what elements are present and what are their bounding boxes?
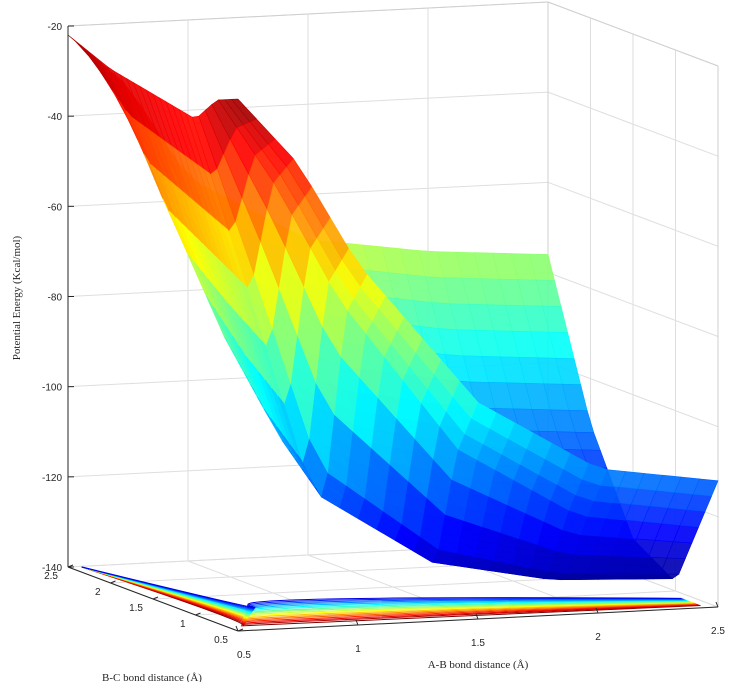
z-tick-label: -140	[42, 563, 62, 574]
x-tick-label: 2.5	[711, 626, 725, 637]
y-tick-mark	[67, 564, 74, 568]
x-tick-mark	[595, 607, 599, 614]
x-tick-label: 1.5	[471, 638, 485, 649]
axis-labels: Potential Energy (Kcal/mol) A-B bond dis…	[11, 235, 529, 682]
x-axis-label: A-B bond distance (Å)	[428, 659, 529, 671]
z-tick-label: -80	[48, 293, 63, 304]
contour-line	[81, 566, 700, 626]
x-tick-mark	[235, 625, 239, 632]
x-tick-mark	[355, 619, 359, 626]
y-tick-mark	[110, 580, 116, 584]
y-tick-mark	[152, 596, 159, 600]
contour-line	[81, 566, 682, 609]
y-tick-label: 0.5	[214, 635, 228, 646]
x-tick-mark	[475, 613, 479, 620]
y-tick-label: 2	[95, 587, 101, 598]
z-axis-label: Potential Energy (Kcal/mol)	[11, 235, 23, 360]
x-tick-label: 2	[595, 632, 601, 643]
contour-line	[81, 566, 699, 625]
y-tick-mark	[195, 612, 201, 616]
y-gridline	[195, 50, 676, 616]
axes: -20 -40 -60 -80 -100 -120 -140 0.5 1 1.5 2 2.5 0.5 1 1…	[42, 22, 725, 661]
y-tick-label: 1.5	[129, 603, 143, 614]
energy-surface	[67, 34, 719, 581]
box-edge	[67, 1, 549, 27]
z-tick-label: -100	[42, 383, 62, 394]
z-gridline	[67, 1, 719, 67]
y-tick-label: 1	[180, 619, 186, 630]
surface-patch	[74, 40, 100, 71]
z-tick-label: -40	[48, 112, 63, 123]
z-tick-label: -120	[42, 473, 62, 484]
surface-patch	[692, 478, 719, 497]
box-edge	[547, 1, 719, 67]
x-tick-mark	[715, 601, 719, 608]
y-tick-label: 2.5	[44, 571, 58, 582]
y-axis-label: B-C bond distance (Å)	[102, 672, 202, 682]
x-tick-label: 0.5	[237, 650, 251, 661]
contour-line	[81, 566, 701, 627]
y-tick-mark	[237, 628, 244, 632]
z-tick-label: -20	[48, 22, 63, 33]
x-tick-label: 1	[355, 644, 361, 655]
contour-projection	[81, 566, 701, 627]
z-tick-label: -60	[48, 202, 63, 213]
